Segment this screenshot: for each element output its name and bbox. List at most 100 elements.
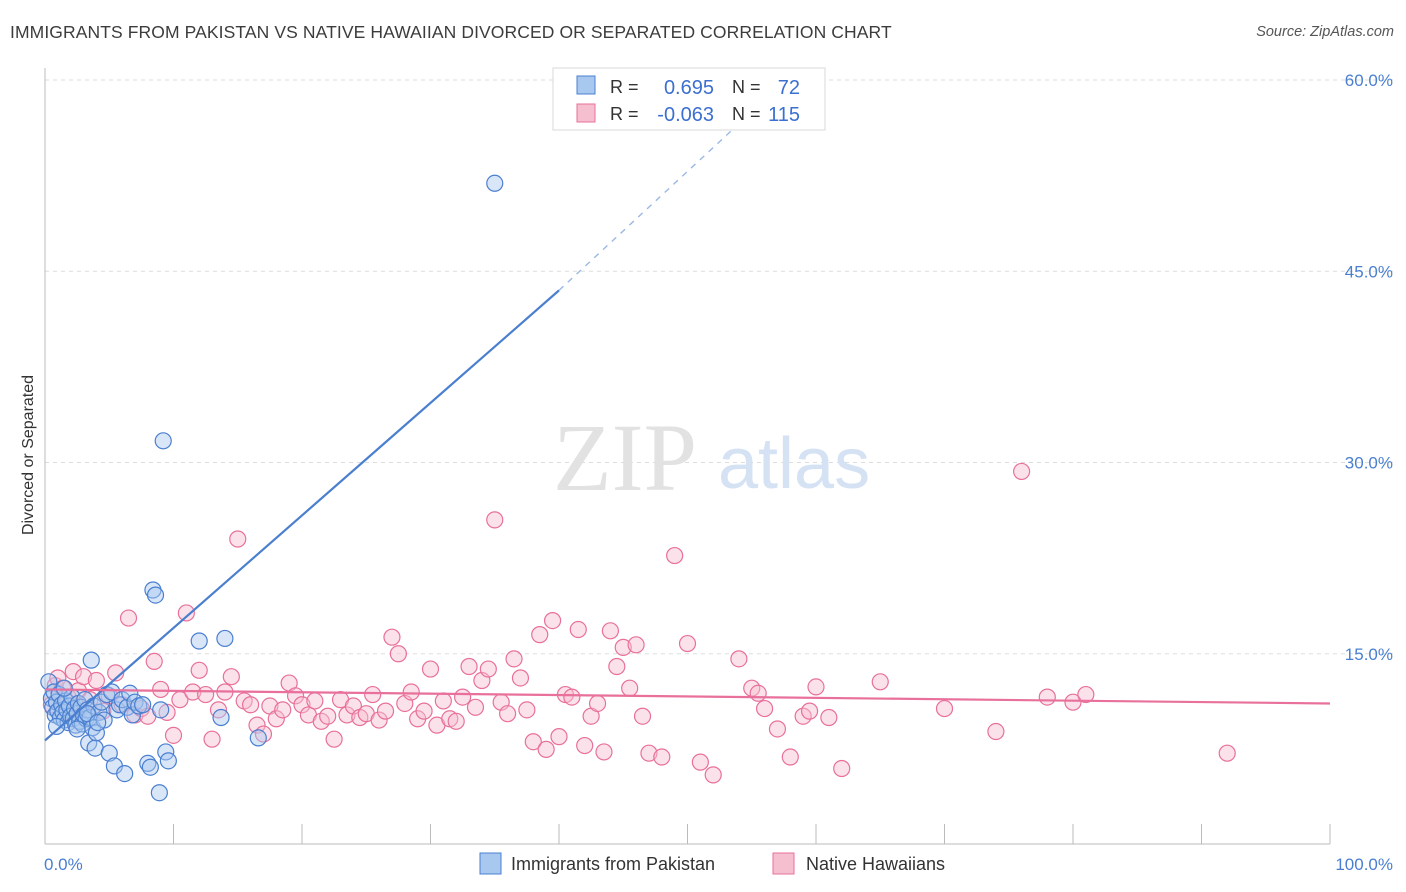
data-point (212, 708, 230, 727)
data-point (100, 744, 118, 762)
x-tick-label-max: 100.0% (1335, 855, 1393, 874)
data-point (87, 671, 106, 690)
stats-r-label-blue: R = (610, 77, 639, 97)
data-point (505, 650, 523, 668)
data-point (543, 611, 562, 630)
data-point (633, 707, 652, 725)
trend-line-hawaiians (44, 688, 1331, 705)
data-point (588, 694, 607, 713)
stats-n-label-blue: N = (732, 77, 761, 97)
data-point (524, 733, 542, 751)
data-point (653, 748, 671, 766)
data-point (402, 683, 420, 701)
data-point (691, 753, 709, 771)
data-point (755, 699, 774, 718)
data-point (55, 679, 73, 697)
data-point (447, 712, 465, 730)
data-point (123, 706, 141, 724)
data-point (601, 622, 620, 640)
data-point (306, 692, 324, 710)
data-point (486, 511, 504, 529)
data-point (1077, 685, 1095, 704)
data-point (800, 702, 819, 720)
stats-r-value-pink: -0.063 (657, 104, 714, 126)
data-point (152, 701, 170, 719)
series-native-hawaiians (42, 462, 1236, 784)
y-tick-labels: 15.0% 30.0% 45.0% 60.0% (1345, 71, 1393, 664)
data-point (768, 720, 787, 738)
trend-line-pakistan (44, 289, 560, 742)
data-point (935, 699, 954, 718)
data-point (203, 730, 221, 748)
data-point (563, 688, 581, 706)
data-point (730, 650, 748, 668)
chart-title: IMMIGRANTS FROM PAKISTAN VS NATIVE HAWAI… (10, 22, 892, 42)
data-point (190, 632, 208, 650)
data-point (68, 720, 86, 738)
data-point (871, 673, 889, 691)
data-point (460, 657, 478, 676)
data-point (370, 711, 388, 729)
x-tick-label-min: 0.0% (44, 855, 83, 874)
legend-swatch-pink (772, 852, 795, 875)
data-point (531, 626, 549, 644)
y-tick-label: 15.0% (1345, 645, 1393, 664)
watermark-zip: ZIP (553, 404, 697, 511)
data-point (1064, 693, 1082, 711)
data-point (116, 764, 134, 783)
data-point (389, 645, 407, 663)
data-point (249, 729, 267, 747)
data-point (159, 752, 177, 770)
data-point (364, 685, 382, 704)
data-point (164, 726, 183, 744)
data-point (421, 660, 440, 678)
data-point (248, 716, 266, 734)
data-point (479, 660, 497, 678)
data-point (640, 744, 658, 762)
data-point (319, 707, 337, 725)
trend-line-pakistan-extension (558, 111, 753, 291)
data-point (1218, 744, 1236, 762)
data-point (621, 679, 639, 697)
data-point (820, 708, 838, 727)
stats-box: R = 0.695 N = 72 R = -0.063 N = 115 (552, 67, 826, 131)
watermark: ZIP atlas (553, 404, 870, 511)
data-point (595, 743, 613, 761)
source-credit: Source: ZipAtlas.com (1256, 24, 1394, 40)
data-point (499, 705, 517, 723)
data-point (987, 722, 1005, 741)
y-axis-label: Divorced or Separated (20, 375, 37, 535)
data-point (150, 784, 168, 802)
data-point (466, 698, 485, 716)
data-point (89, 713, 107, 732)
data-point (293, 696, 311, 714)
data-point (550, 728, 568, 746)
data-point (749, 684, 767, 702)
data-point (434, 692, 452, 710)
series-immigrants-from-pakistan (40, 174, 504, 802)
data-point (415, 702, 433, 720)
stats-swatch-pink (576, 103, 596, 123)
data-point (704, 766, 722, 784)
data-point (781, 748, 799, 766)
data-point (325, 730, 343, 748)
data-point (576, 736, 594, 755)
data-point (229, 530, 247, 548)
data-point (47, 717, 66, 736)
data-point (383, 628, 401, 646)
trend-lines (44, 111, 1331, 742)
data-point (833, 759, 851, 778)
data-point (216, 629, 234, 648)
data-point (1012, 462, 1031, 481)
data-point (627, 636, 645, 654)
data-point (666, 546, 684, 565)
data-point (274, 701, 292, 719)
data-point (1038, 688, 1056, 706)
y-tick-label: 45.0% (1345, 262, 1393, 281)
data-point (518, 701, 536, 719)
data-point (807, 678, 825, 696)
stats-n-value-blue: 72 (778, 77, 800, 99)
stats-box-frame (552, 67, 826, 131)
data-point (152, 680, 170, 699)
